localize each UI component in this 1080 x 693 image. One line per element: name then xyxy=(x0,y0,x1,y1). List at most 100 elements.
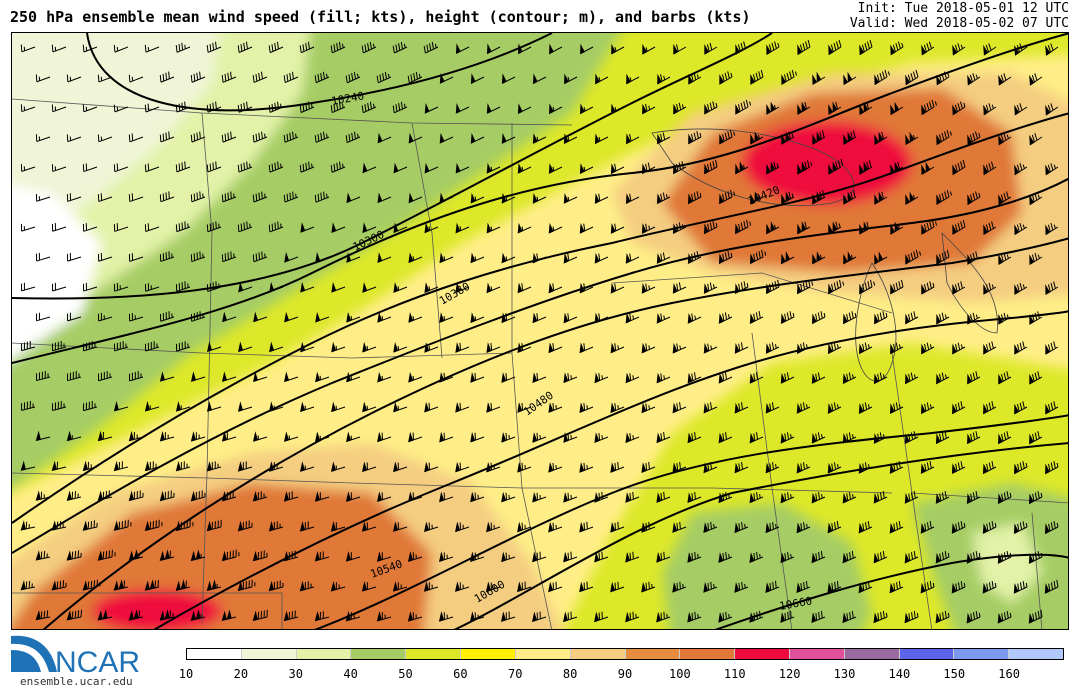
wind-barb xyxy=(750,131,764,145)
wind-barb xyxy=(144,341,160,352)
colorbar-tick: 160 xyxy=(998,667,1020,681)
wind-barb xyxy=(438,551,454,562)
wind-barb xyxy=(579,282,594,294)
wind-barb xyxy=(811,432,826,444)
wind-barb xyxy=(796,402,811,414)
wind-barb xyxy=(455,282,470,294)
wind-barb xyxy=(951,521,966,534)
wind-barb xyxy=(51,164,67,172)
wind-barb xyxy=(517,581,532,593)
wind-barb xyxy=(967,73,981,86)
wind-barb xyxy=(812,71,826,86)
wind-barb xyxy=(579,521,594,533)
wind-barb xyxy=(283,71,299,84)
wind-barb xyxy=(749,551,764,564)
wind-barb xyxy=(517,222,532,234)
wind-barb xyxy=(641,162,656,175)
wind-barb xyxy=(611,43,625,55)
wind-barb xyxy=(766,41,780,56)
wind-barb xyxy=(377,371,392,383)
wind-barb xyxy=(345,610,361,622)
wind-barb xyxy=(750,69,764,85)
wind-barb xyxy=(718,432,733,444)
colorbar-swatch xyxy=(569,649,625,659)
wind-barb xyxy=(237,41,253,53)
wind-barb xyxy=(718,551,733,563)
wind-barb xyxy=(749,249,767,265)
wind-barb xyxy=(579,342,594,354)
contour-label: 10240 xyxy=(330,89,365,108)
wind-barb xyxy=(859,39,873,56)
wind-barb xyxy=(221,609,237,621)
wind-barb xyxy=(517,162,532,174)
wind-barb xyxy=(144,460,160,472)
wind-barb xyxy=(749,372,764,384)
wind-barb xyxy=(718,372,733,384)
wind-barb xyxy=(983,161,997,176)
wind-barb xyxy=(579,222,594,234)
wind-barb xyxy=(765,522,780,534)
wind-barb xyxy=(252,131,268,143)
wind-barb xyxy=(362,461,377,473)
wind-barb xyxy=(299,161,315,173)
wind-barb xyxy=(548,462,563,473)
wind-barb xyxy=(190,311,206,322)
wind-barb xyxy=(967,191,981,206)
wind-barb xyxy=(392,41,408,54)
wind-barb xyxy=(299,461,315,472)
wind-barb xyxy=(455,222,470,234)
wind-barb xyxy=(361,581,377,592)
wind-barb xyxy=(1045,401,1059,415)
wind-barb xyxy=(424,222,439,234)
wind-barb xyxy=(858,342,873,355)
wind-barb xyxy=(641,342,656,354)
wind-barb xyxy=(873,550,888,564)
wind-barb xyxy=(843,190,857,205)
wind-barb xyxy=(35,490,51,501)
wind-barb xyxy=(625,551,640,563)
wind-barb xyxy=(190,251,206,263)
colorbar-tick: 90 xyxy=(617,667,633,681)
wind-barb xyxy=(656,491,671,503)
wind-barb xyxy=(159,609,175,621)
wind-barb xyxy=(97,549,116,561)
wind-barb xyxy=(874,191,888,205)
wind-barb xyxy=(1044,579,1059,594)
wind-barb xyxy=(268,520,284,532)
colorbar-swatch xyxy=(953,649,1009,659)
wind-barb xyxy=(439,372,454,383)
wind-barb xyxy=(641,521,656,533)
wind-barb xyxy=(750,191,764,205)
wind-barb xyxy=(52,282,67,292)
wind-barb xyxy=(656,551,671,563)
wind-barb xyxy=(921,342,935,355)
wind-barb xyxy=(998,431,1012,445)
wind-barb xyxy=(486,342,501,353)
wind-barb xyxy=(221,251,237,263)
wind-barb xyxy=(361,101,377,114)
wind-barb xyxy=(1014,222,1028,236)
wind-barb xyxy=(796,279,814,295)
wind-barb xyxy=(1014,461,1028,475)
wind-barb xyxy=(408,132,423,144)
wind-barb xyxy=(268,221,284,233)
wind-barb xyxy=(811,610,826,623)
wind-barb xyxy=(330,461,346,472)
wind-barb xyxy=(1045,43,1059,56)
wind-barb xyxy=(454,581,470,592)
wind-barb xyxy=(361,521,377,532)
wind-barb xyxy=(221,131,237,143)
wind-barb xyxy=(269,341,284,353)
wind-barb xyxy=(625,252,640,264)
wind-barb xyxy=(206,221,222,233)
wind-barb xyxy=(548,163,563,174)
wind-barb xyxy=(749,432,764,444)
wind-barb xyxy=(780,372,795,384)
wind-barb xyxy=(346,192,361,204)
colorbar-swatch xyxy=(788,649,844,659)
wind-barb xyxy=(766,161,780,175)
wind-barb xyxy=(237,401,253,412)
wind-barb xyxy=(890,41,904,56)
wind-barb xyxy=(579,402,594,414)
wind-barb xyxy=(734,581,749,593)
